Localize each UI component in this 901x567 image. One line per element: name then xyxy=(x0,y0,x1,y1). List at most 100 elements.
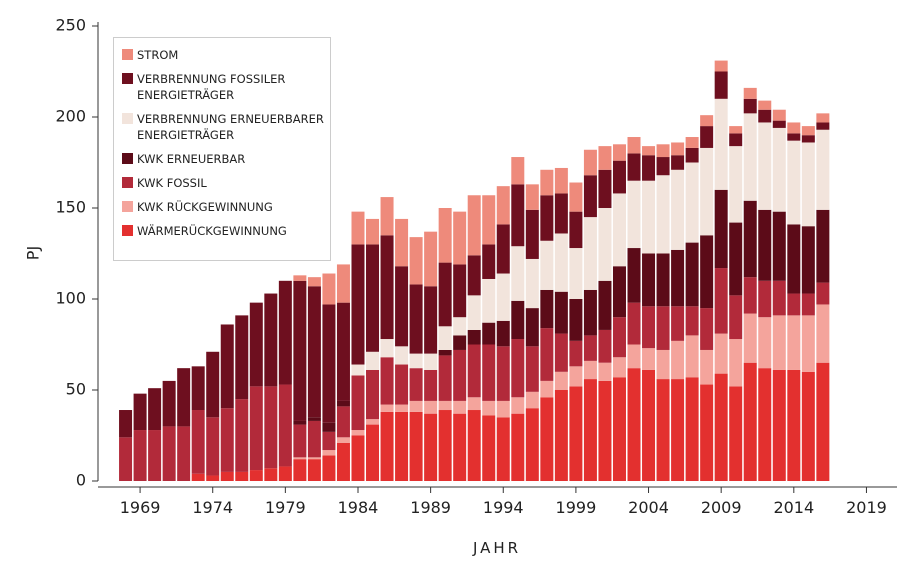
bar-segment xyxy=(177,368,191,427)
bar-segment xyxy=(482,322,496,345)
bar-segment xyxy=(366,419,380,425)
bar-segment xyxy=(264,468,278,481)
bar-segment xyxy=(351,211,365,245)
bar-segment xyxy=(569,248,583,299)
bar-segment xyxy=(627,153,641,181)
bar-segment xyxy=(307,286,321,418)
bar-segment xyxy=(293,459,307,481)
bar-segment xyxy=(714,71,728,99)
x-tick-label: 1999 xyxy=(556,498,597,517)
legend-label: VERBRENNUNG FOSSILER ENERGIETRÄGER xyxy=(137,72,286,102)
bar-segment xyxy=(511,339,525,398)
bar-segment xyxy=(671,306,685,341)
bar-segment xyxy=(525,408,539,481)
bar-segment xyxy=(438,326,452,350)
bar-segment xyxy=(758,109,772,123)
bar-segment xyxy=(583,217,597,290)
bar-segment xyxy=(714,333,728,374)
bar-segment xyxy=(293,457,307,460)
bar-segment xyxy=(671,340,685,380)
bar-segment xyxy=(525,391,539,409)
bar-segment xyxy=(235,399,249,472)
bar-segment xyxy=(656,144,670,158)
bar-segment xyxy=(642,253,656,307)
bar-segment xyxy=(598,208,612,281)
bar-segment xyxy=(743,98,757,114)
bar-segment xyxy=(816,304,830,363)
bar-segment xyxy=(685,377,699,481)
legend-swatch xyxy=(122,153,133,164)
bar-segment xyxy=(249,470,263,481)
bar-segment xyxy=(758,368,772,481)
bar-segment xyxy=(554,167,568,194)
bar-segment xyxy=(395,346,409,365)
bar-segment xyxy=(278,466,292,481)
bar-segment xyxy=(424,413,438,481)
bar-segment xyxy=(467,255,481,296)
bar-segment xyxy=(743,362,757,481)
bar-segment xyxy=(395,364,409,405)
bar-segment xyxy=(569,366,583,387)
bar-segment xyxy=(656,379,670,481)
bar-segment xyxy=(322,455,336,481)
bar-segment xyxy=(191,410,205,474)
bar-segment xyxy=(787,315,801,370)
legend-item: KWK RÜCKGEWINNUNG xyxy=(122,199,324,215)
bar-segment xyxy=(525,258,539,309)
bar-segment xyxy=(525,209,539,259)
bar-segment xyxy=(598,362,612,381)
bar-segment xyxy=(336,437,350,443)
x-tick-label: 2004 xyxy=(628,498,669,517)
bar-segment xyxy=(511,413,525,481)
bar-segment xyxy=(714,373,728,481)
bar-segment xyxy=(627,368,641,481)
bar-segment xyxy=(729,146,743,223)
bar-segment xyxy=(729,222,743,296)
bar-segment xyxy=(424,369,438,401)
bar-segment xyxy=(351,364,365,376)
bar-segment xyxy=(482,244,496,279)
legend-swatch xyxy=(122,201,133,212)
bar-segment xyxy=(816,362,830,481)
bar-segment xyxy=(569,386,583,481)
legend-swatch xyxy=(122,113,133,124)
bar-segment xyxy=(496,224,510,274)
bar-segment xyxy=(482,344,496,401)
bar-segment xyxy=(540,380,554,398)
bar-segment xyxy=(801,371,815,481)
legend-swatch xyxy=(122,177,133,188)
legend-label: KWK RÜCKGEWINNUNG xyxy=(137,200,273,214)
bar-segment xyxy=(642,369,656,481)
bar-segment xyxy=(482,415,496,481)
bar-segment xyxy=(453,349,467,401)
bar-segment xyxy=(278,384,292,467)
bar-segment xyxy=(307,277,321,287)
bar-segment xyxy=(729,295,743,340)
bar-segment xyxy=(409,411,423,481)
bar-segment xyxy=(772,120,786,128)
bar-segment xyxy=(424,231,438,287)
bar-segment xyxy=(729,126,743,134)
bar-segment xyxy=(569,211,583,249)
bar-segment xyxy=(482,195,496,245)
bar-segment xyxy=(307,420,321,458)
bar-segment xyxy=(642,180,656,254)
bar-segment xyxy=(554,291,568,334)
bar-segment xyxy=(700,115,714,127)
bar-segment xyxy=(467,410,481,481)
bar-segment xyxy=(612,377,626,481)
bar-segment xyxy=(366,218,380,245)
legend-item: KWK ERNEUERBAR xyxy=(122,151,324,167)
bar-segment xyxy=(612,357,626,378)
bar-segment xyxy=(787,122,801,134)
bar-segment xyxy=(816,122,830,130)
bar-segment xyxy=(656,175,670,254)
bar-segment xyxy=(351,430,365,436)
bar-segment xyxy=(685,137,699,148)
bar-segment xyxy=(642,348,656,370)
bar-segment xyxy=(612,193,626,267)
bar-segment xyxy=(540,397,554,481)
bar-segment xyxy=(714,98,728,190)
bar-segment xyxy=(119,410,133,438)
bar-segment xyxy=(642,146,656,156)
